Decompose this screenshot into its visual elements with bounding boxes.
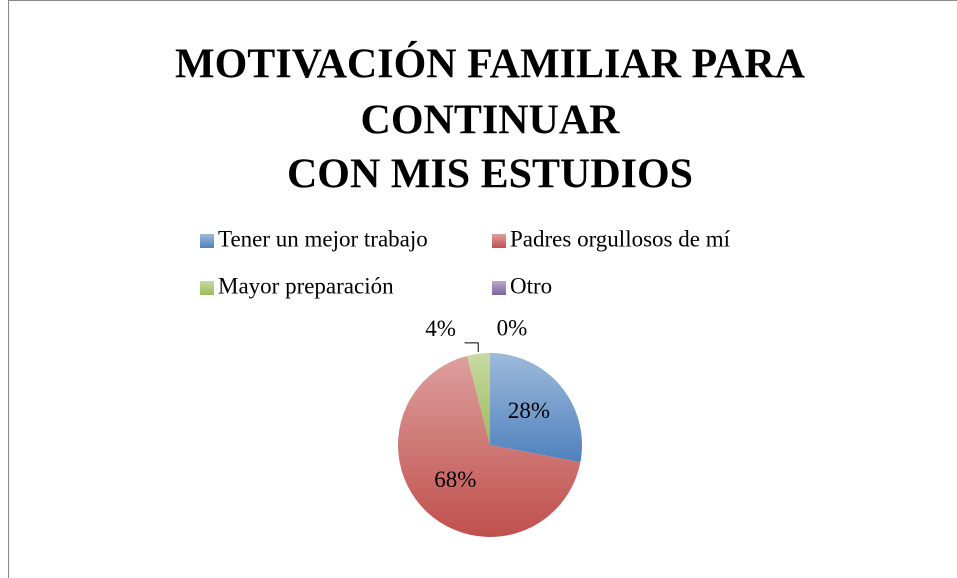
chart-title: CONTINUAR bbox=[360, 98, 620, 144]
data-label: 68% bbox=[434, 467, 476, 492]
pie-slice bbox=[467, 353, 490, 445]
legend-label: Otro bbox=[510, 273, 552, 298]
legend-swatch bbox=[492, 234, 506, 248]
legend-swatch bbox=[200, 234, 214, 248]
chart-title: MOTIVACIÓN FAMILIAR PARA bbox=[175, 41, 806, 88]
data-label: 4% bbox=[425, 316, 456, 341]
legend-swatch bbox=[492, 281, 506, 295]
pie-slice bbox=[490, 353, 583, 463]
leader-line bbox=[464, 342, 479, 352]
data-label: 28% bbox=[508, 398, 550, 423]
chart-title: CON MIS ESTUDIOS bbox=[287, 152, 693, 198]
legend-label: Tener un mejor trabajo bbox=[218, 226, 428, 251]
data-label: 0% bbox=[497, 315, 528, 340]
legend-swatch bbox=[200, 281, 214, 295]
pie-slice bbox=[398, 355, 581, 537]
legend-label: Padres orgullosos de mí bbox=[510, 226, 731, 251]
legend-label: Mayor preparación bbox=[218, 273, 394, 298]
